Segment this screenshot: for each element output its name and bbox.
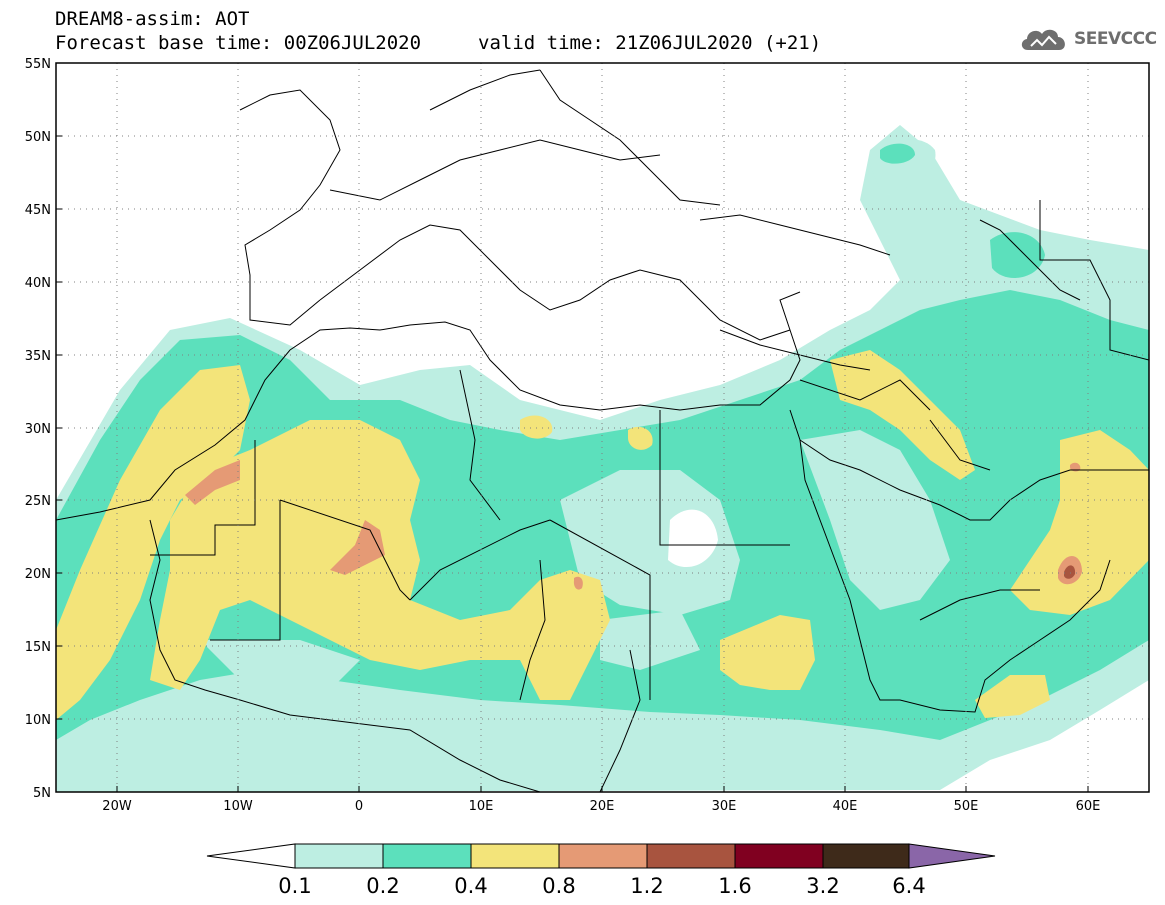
aot-contour-0.1-egypt xyxy=(560,470,740,615)
coastlines xyxy=(56,69,1149,792)
lat-label: 50N xyxy=(25,130,51,145)
tick-marks xyxy=(56,62,1089,792)
lat-label: 15N xyxy=(25,640,51,655)
aot-contour-0.8-chad xyxy=(573,576,583,590)
lat-label: 30N xyxy=(25,422,51,437)
aot-contour-0.4-libya xyxy=(520,415,553,439)
chart-title: DREAM8-assim: AOT xyxy=(55,8,250,30)
lon-label: 40E xyxy=(833,799,858,814)
aot-contour-0.4-egypt-spot xyxy=(628,426,653,450)
lon-label: 60E xyxy=(1076,799,1101,814)
lon-label: 20W xyxy=(102,799,132,814)
lat-label: 45N xyxy=(25,203,51,218)
lat-label: 20N xyxy=(25,567,51,582)
lat-label: 55N xyxy=(25,57,51,72)
lon-label: 20E xyxy=(590,799,615,814)
aot-contour-0.4-oman xyxy=(1010,430,1149,615)
aot-contour-0.4-iraq xyxy=(830,350,975,480)
aot-contour-0.1-sahel xyxy=(200,640,360,690)
cloud-icon xyxy=(1021,29,1065,50)
lat-label: 35N xyxy=(25,349,51,364)
lon-label: 0 xyxy=(355,799,363,814)
lat-label: 10N xyxy=(25,713,51,728)
lat-label: 5N xyxy=(33,786,51,801)
logo-text: SEEVCCC xyxy=(1074,29,1157,49)
aot-contour-0.2-north xyxy=(880,143,915,164)
aot-contour-0.1-arabia xyxy=(800,430,950,610)
valid-time: valid time: 21Z06JUL2020 (+21) xyxy=(478,32,822,54)
lon-label: 50E xyxy=(954,799,979,814)
borders xyxy=(150,69,1149,792)
aot-contour-0.4-arabiansea xyxy=(975,675,1050,718)
aot-contour-0.4-sudan xyxy=(720,615,815,690)
aot-contour-0.4-sahara xyxy=(150,420,610,700)
lon-label: 30E xyxy=(712,799,737,814)
aot-contour-0.8-wsahara xyxy=(185,460,240,505)
lat-label: 40N xyxy=(25,276,51,291)
lon-label: 10E xyxy=(469,799,494,814)
aot-field xyxy=(56,125,1149,792)
aot-contour-0.8-mali xyxy=(330,520,385,575)
aot-contour-1.2-oman xyxy=(1064,565,1076,579)
aot-contour-0.8-iran xyxy=(1070,462,1081,472)
forecast-base-time: Forecast base time: 00Z06JUL2020 xyxy=(55,32,422,54)
lat-label: 25N xyxy=(25,494,51,509)
aot-contour-0.2-caspian xyxy=(990,232,1045,278)
seevccc-logo: SEEVCCC xyxy=(1018,24,1157,54)
lon-label: 10W xyxy=(223,799,253,814)
aot-clear-egypt xyxy=(668,509,718,568)
graticule xyxy=(56,63,1149,792)
